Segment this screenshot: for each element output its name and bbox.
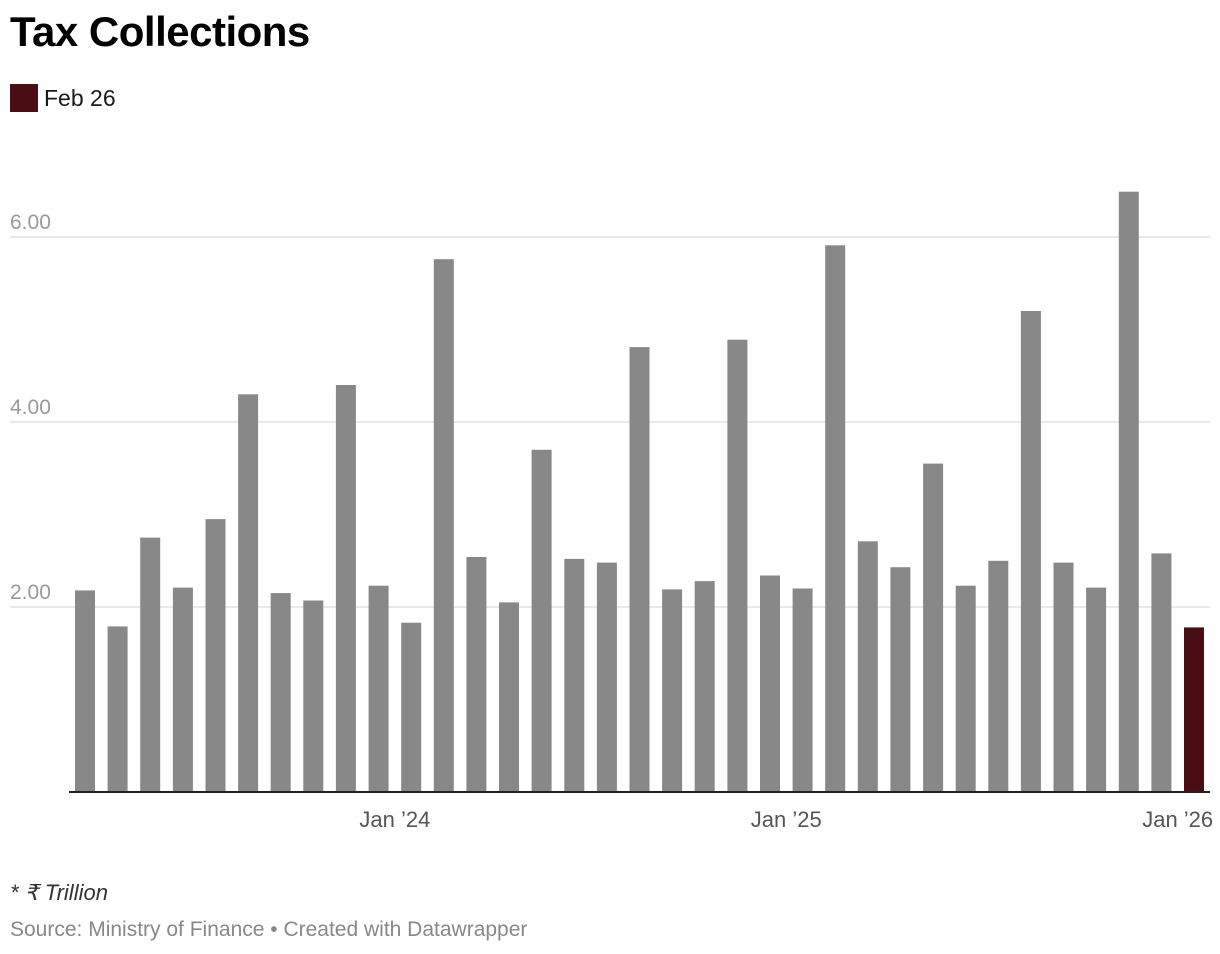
unit-note: * ₹ Trillion xyxy=(10,880,108,905)
bar xyxy=(172,587,193,792)
highlight-bar xyxy=(1184,627,1204,792)
bar xyxy=(662,589,683,792)
legend: Feb 26 xyxy=(10,84,116,112)
chart-title: Tax Collections xyxy=(10,8,310,55)
source-credit: Source: Ministry of Finance • Created wi… xyxy=(10,918,528,941)
bar xyxy=(75,590,95,792)
bar xyxy=(857,541,878,792)
y-tick-label: 6.00 xyxy=(10,211,51,234)
bar xyxy=(499,602,519,792)
bar xyxy=(466,557,487,792)
x-tick-label: Jan ’24 xyxy=(359,807,430,832)
bar xyxy=(760,575,780,792)
y-tick-label: 2.00 xyxy=(10,581,51,604)
bar xyxy=(335,385,356,792)
bar xyxy=(1086,587,1107,792)
bar xyxy=(1053,562,1074,792)
bar xyxy=(531,449,552,793)
legend-label: Feb 26 xyxy=(44,84,116,111)
bar xyxy=(140,537,161,792)
bar xyxy=(825,245,846,793)
bar xyxy=(890,567,911,792)
bar xyxy=(923,463,944,792)
legend-swatch xyxy=(10,84,38,112)
x-tick-label: Jan ’25 xyxy=(751,807,822,832)
y-tick-label: 4.00 xyxy=(10,396,51,419)
bar xyxy=(629,347,650,792)
bar xyxy=(955,585,976,792)
bar xyxy=(401,622,422,792)
bar xyxy=(694,581,715,792)
bar xyxy=(1020,311,1041,792)
bar xyxy=(433,259,454,792)
x-tick-label: Jan ’26 xyxy=(1142,807,1213,832)
bar xyxy=(1118,191,1139,792)
bar xyxy=(238,394,259,793)
bar xyxy=(1151,553,1172,792)
bar xyxy=(564,558,585,792)
bar xyxy=(792,588,813,792)
bar xyxy=(368,585,389,792)
bar xyxy=(270,593,291,792)
bar xyxy=(727,339,748,792)
bar xyxy=(205,519,226,792)
bar-chart: 2.00 4.00 6.00 Jan ’24 Jan ’25 Jan ’26 xyxy=(10,191,1213,832)
bar xyxy=(107,626,128,792)
bar xyxy=(988,560,1009,793)
bar xyxy=(596,562,617,792)
bar xyxy=(303,600,324,792)
